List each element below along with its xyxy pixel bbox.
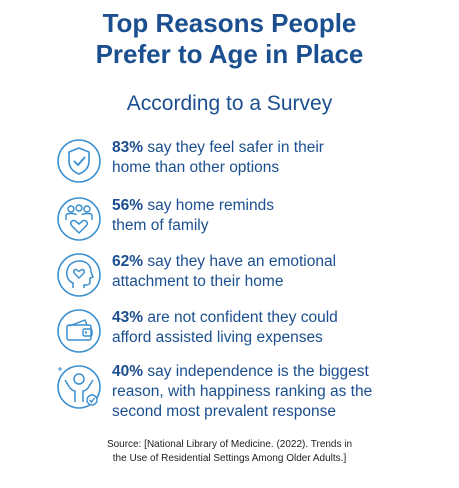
reason-line-2: them of family: [112, 217, 209, 234]
reason-percent: 83%: [112, 139, 144, 156]
reason-line-1: are not confident they could: [143, 309, 338, 326]
reason-text: 56% say home reminds them of family: [112, 196, 442, 236]
reason-item-independence: 40% say independence is the biggest reas…: [56, 360, 446, 424]
source-line-1: Source: [National Library of Medicine. (…: [106, 439, 353, 450]
head-heart-icon: [57, 253, 101, 297]
happy-person-icon: [57, 365, 101, 409]
reason-line-2: home than other options: [112, 159, 280, 176]
reason-item-expenses: 43% are not confident they could afford …: [56, 306, 446, 356]
source-citation: Source: [National Library of Medicine. (…: [0, 438, 459, 466]
title-line-1: Top Reasons People: [102, 8, 357, 38]
reason-line-2: attachment to their home: [112, 273, 284, 290]
reason-line-1: say they have an emotional: [143, 253, 337, 270]
page-subtitle: According to a Survey: [126, 92, 333, 115]
reason-percent: 43%: [112, 309, 144, 326]
reason-text: 43% are not confident they could afford …: [112, 308, 442, 348]
reason-text: 83% say they feel safer in their home th…: [112, 138, 442, 178]
reason-item-family: 56% say home reminds them of family: [56, 194, 446, 244]
wallet-icon: [57, 309, 101, 353]
reason-line-3: second most prevalent response: [112, 403, 337, 420]
reason-text: 40% say independence is the biggest reas…: [112, 362, 442, 422]
reason-line-1: say home reminds: [143, 197, 274, 214]
family-heart-icon: [57, 197, 101, 241]
title-line-2: Prefer to Age in Place: [95, 39, 364, 69]
reason-text: 62% say they have an emotional attachmen…: [112, 252, 442, 292]
source-line-2: the Use of Residential Settings Among Ol…: [112, 453, 347, 464]
reason-line-2: afford assisted living expenses: [112, 329, 323, 346]
page-title: Top Reasons People Prefer to Age in Plac…: [0, 8, 459, 70]
reason-percent: 62%: [112, 253, 144, 270]
reason-line-2: reason, with happiness ranking as the: [112, 383, 373, 400]
reason-item-safety: 83% say they feel safer in their home th…: [56, 136, 446, 186]
reason-percent: 56%: [112, 197, 144, 214]
reason-line-1: say independence is the biggest: [143, 363, 369, 380]
shield-check-icon: [57, 139, 101, 183]
reason-item-attachment: 62% say they have an emotional attachmen…: [56, 250, 446, 300]
reason-line-1: say they feel safer in their: [143, 139, 324, 156]
reason-percent: 40%: [112, 363, 144, 380]
